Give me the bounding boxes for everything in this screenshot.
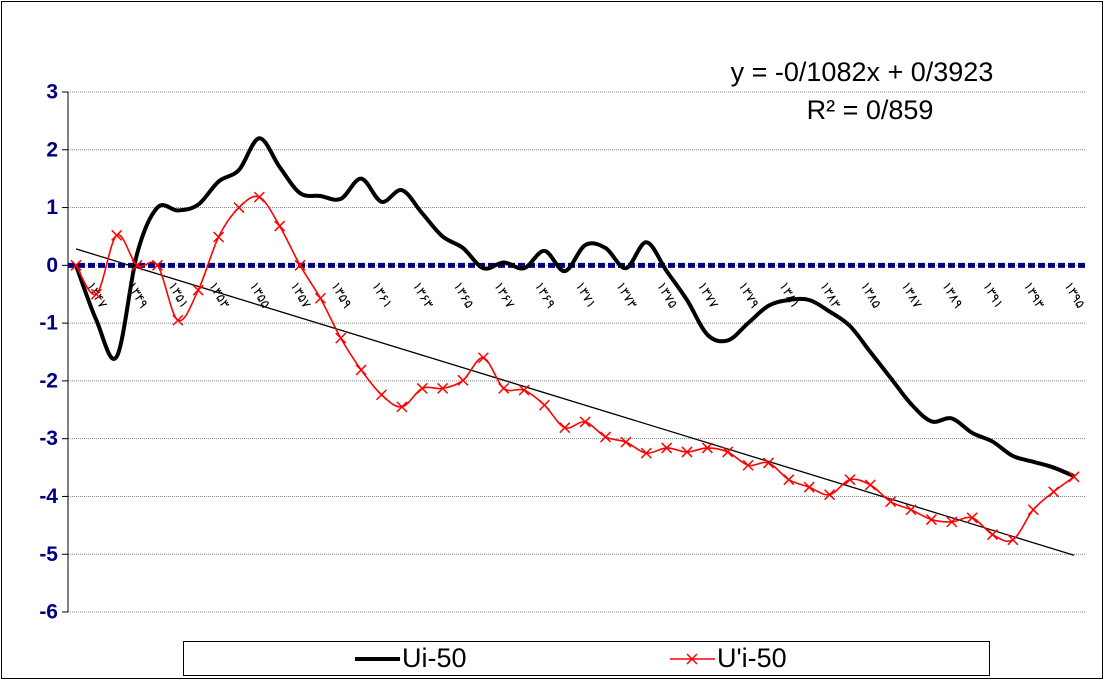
data-marker [905,504,917,516]
data-marker [498,382,510,394]
data-marker [111,229,123,241]
data-marker [701,442,713,454]
legend-label: Ui-50 [402,643,467,673]
data-marker [966,512,978,524]
data-marker [172,314,184,326]
y-tick-label: -6 [39,601,58,624]
legend-box [183,641,990,676]
data-marker [742,459,754,471]
data-marker [783,474,795,486]
data-marker [538,399,550,411]
data-marker [885,496,897,508]
data-marker [1048,486,1060,498]
data-marker [294,259,306,271]
y-tick-label: 3 [46,81,58,104]
data-marker [375,389,388,401]
data-marker [661,442,673,454]
data-marker [1068,471,1080,483]
data-marker [925,514,937,526]
data-marker [722,446,734,458]
data-marker [131,259,143,271]
data-marker [437,382,449,394]
data-marker [477,352,489,364]
data-marker [314,292,326,304]
data-marker [824,489,836,501]
data-marker [151,259,163,271]
data-marker [233,202,245,214]
data-marker [274,220,286,232]
legend-marker [686,653,698,665]
data-marker [192,284,204,296]
y-tick-label: -5 [39,543,58,566]
data-marker [335,332,347,344]
y-tick-label: -4 [39,485,58,508]
y-tick-label: -3 [39,427,58,450]
data-marker [396,401,408,413]
data-marker [681,446,693,458]
data-marker [213,231,225,243]
data-marker [90,288,102,300]
trendline-equation: y = -0/1082x + 0/3923 [731,57,994,87]
data-marker [355,364,367,376]
data-marker [559,422,571,434]
y-tick-label: 1 [46,196,58,219]
data-marker [640,447,652,459]
data-marker [844,474,856,486]
data-marker [1027,504,1039,516]
legend-label: U'i-50 [717,643,787,673]
data-marker [987,529,999,541]
y-tick-label: 0 [46,254,58,277]
y-tick-label: -2 [39,369,58,392]
trendline [75,248,1075,556]
data-marker [600,431,612,443]
data-marker [864,479,876,491]
data-marker [762,457,775,469]
data-marker [803,481,815,493]
data-marker [457,374,469,386]
trendline-r-squared: R² = 0/859 [807,95,934,125]
y-tick-label: -1 [39,312,58,335]
series-line [74,136,1075,479]
data-marker [946,516,958,528]
data-marker [579,416,591,428]
data-marker [1007,534,1019,546]
data-marker [518,384,530,396]
data-marker [620,436,632,448]
data-marker [253,191,265,203]
data-marker [416,382,428,394]
data-marker [70,259,82,271]
y-tick-label: 2 [46,138,58,161]
